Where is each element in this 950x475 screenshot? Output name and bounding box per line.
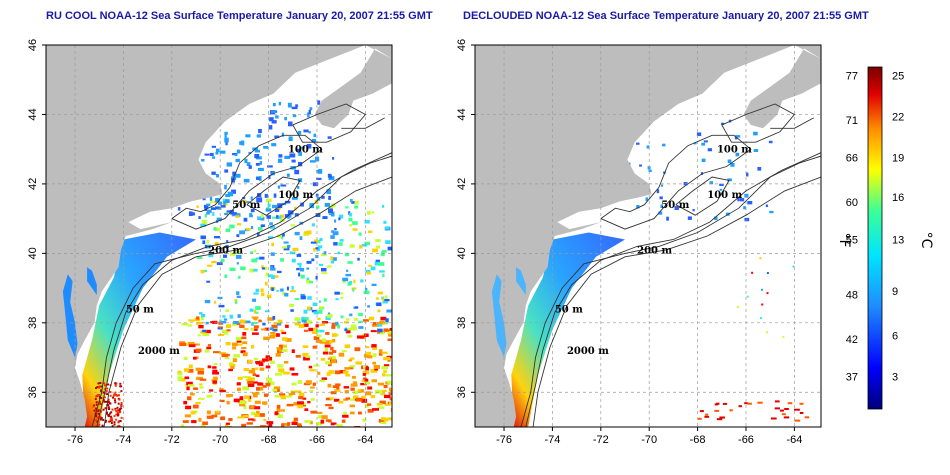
shelf-sst-band: [82, 232, 196, 427]
colorbar-celsius-tick: 22: [892, 112, 904, 124]
contour-label: 50 m: [232, 200, 260, 211]
isobath-line: [341, 117, 385, 129]
x-tick-label: -72: [164, 434, 180, 446]
colorbar-celsius-tick: 16: [892, 192, 904, 204]
isobath-line: [171, 134, 323, 230]
colorbar-fahrenheit-tick: 60: [846, 197, 858, 209]
x-tick-label: -70: [641, 434, 657, 446]
map-frame: [474, 44, 822, 428]
land-mass: [475, 45, 821, 427]
x-tick-label: -66: [309, 434, 325, 446]
isobath-line: [770, 117, 814, 129]
bay-water-0: [62, 274, 78, 358]
isobath-line: [525, 152, 821, 427]
y-tick-label: 36: [456, 386, 468, 398]
y-tick-label: 38: [27, 317, 39, 329]
contour-label: 2000 m: [567, 346, 609, 357]
map-area: 100 m 100 m 50 m 200 m 50 m 2000 m: [475, 45, 821, 427]
left-map-panel: 100 m 100 m 50 m 200 m 50 m 2000 m -76 -74 -72 -7…: [27, 39, 393, 446]
y-tick-label: 44: [456, 108, 468, 120]
colorbar-fahrenheit-tick: 55: [846, 235, 858, 247]
contour-label: 100 m: [278, 190, 313, 201]
isobaths: [520, 103, 821, 427]
left-panel-title: RU COOL NOAA-12 Sea Surface Temperature …: [46, 10, 433, 22]
right-panel-title: DECLOUDED NOAA-12 Sea Surface Temperatur…: [463, 10, 869, 22]
isobath-line: [246, 176, 301, 216]
map-area: 100 m 100 m 50 m 200 m 50 m 2000 m: [46, 45, 392, 427]
bay-water-1: [87, 267, 97, 295]
map-frame: [45, 44, 393, 428]
contour-label: 50 m: [126, 304, 154, 315]
x-tick-label: -70: [212, 434, 228, 446]
y-tick-label: 40: [27, 247, 39, 259]
isobath-line: [103, 176, 392, 427]
contour-label: 100 m: [717, 145, 752, 156]
x-tick-label: -74: [115, 434, 131, 446]
colorbar-fahrenheit-tick: 71: [846, 115, 858, 127]
x-tick-label: -76: [67, 434, 83, 446]
x-tick-label: -64: [786, 434, 802, 446]
y-tick-label: 42: [456, 178, 468, 190]
colorbar-celsius-tick: 25: [892, 71, 904, 83]
colorbar-celsius-tick: 3: [892, 372, 898, 384]
contour-label: 2000 m: [138, 346, 180, 357]
isobath-line: [721, 103, 796, 143]
y-tick-label: 36: [27, 386, 39, 398]
contour-label: 50 m: [555, 304, 583, 315]
y-tick-label: 44: [27, 108, 39, 120]
x-tick-label: -66: [738, 434, 754, 446]
contour-label: 200 m: [208, 245, 243, 256]
contour-label: 200 m: [637, 245, 672, 256]
x-tick-label: -72: [593, 434, 609, 446]
fahrenheit-unit-label: °F: [836, 232, 852, 247]
sst-pixels: [92, 100, 392, 427]
colorbar-fahrenheit-tick: 42: [846, 334, 858, 346]
isobath-line: [96, 152, 392, 427]
shelf-sst-band: [511, 232, 625, 427]
y-tick-label: 46: [27, 39, 39, 51]
y-tick-label: 40: [456, 247, 468, 259]
celsius-unit-label: °C: [918, 232, 934, 249]
bay-water-1: [516, 267, 526, 295]
x-tick-label: -76: [496, 434, 512, 446]
colorbar-celsius-tick: 19: [892, 153, 904, 165]
land-mass: [46, 45, 392, 427]
colorbar-celsius-tick: 6: [892, 330, 898, 342]
temperature-colorbar: 77 71 66 60 55 48 42 37 25 22 19 16 13 9 6 3 °F °C: [836, 66, 934, 410]
colorbar-gradient: [867, 66, 883, 410]
x-tick-label: -74: [544, 434, 560, 446]
contour-label: 100 m: [288, 145, 323, 156]
x-tick-label: -68: [261, 434, 277, 446]
colorbar-fahrenheit-tick: 77: [846, 71, 858, 83]
contour-label: 100 m: [707, 190, 742, 201]
isobath-line: [532, 176, 821, 427]
contour-label: 50 m: [661, 200, 689, 211]
isobath-line: [600, 134, 752, 230]
right-map-panel: 100 m 100 m 50 m 200 m 50 m 2000 m -76 -74 -72 -7…: [456, 39, 822, 446]
colorbar-fahrenheit-tick: 48: [846, 289, 858, 301]
bay-water-0: [491, 274, 507, 358]
x-tick-label: -68: [690, 434, 706, 446]
colorbar-celsius-tick: 9: [892, 286, 898, 298]
y-tick-label: 38: [456, 317, 468, 329]
y-tick-label: 42: [27, 178, 39, 190]
y-tick-label: 46: [456, 39, 468, 51]
isobaths: [91, 103, 392, 427]
colorbar-fahrenheit-tick: 37: [846, 372, 858, 384]
x-tick-label: -64: [357, 434, 373, 446]
colorbar-celsius-tick: 13: [892, 235, 904, 247]
colorbar-fahrenheit-tick: 66: [846, 153, 858, 165]
isobath-line: [292, 103, 367, 143]
isobath-line: [675, 176, 730, 216]
